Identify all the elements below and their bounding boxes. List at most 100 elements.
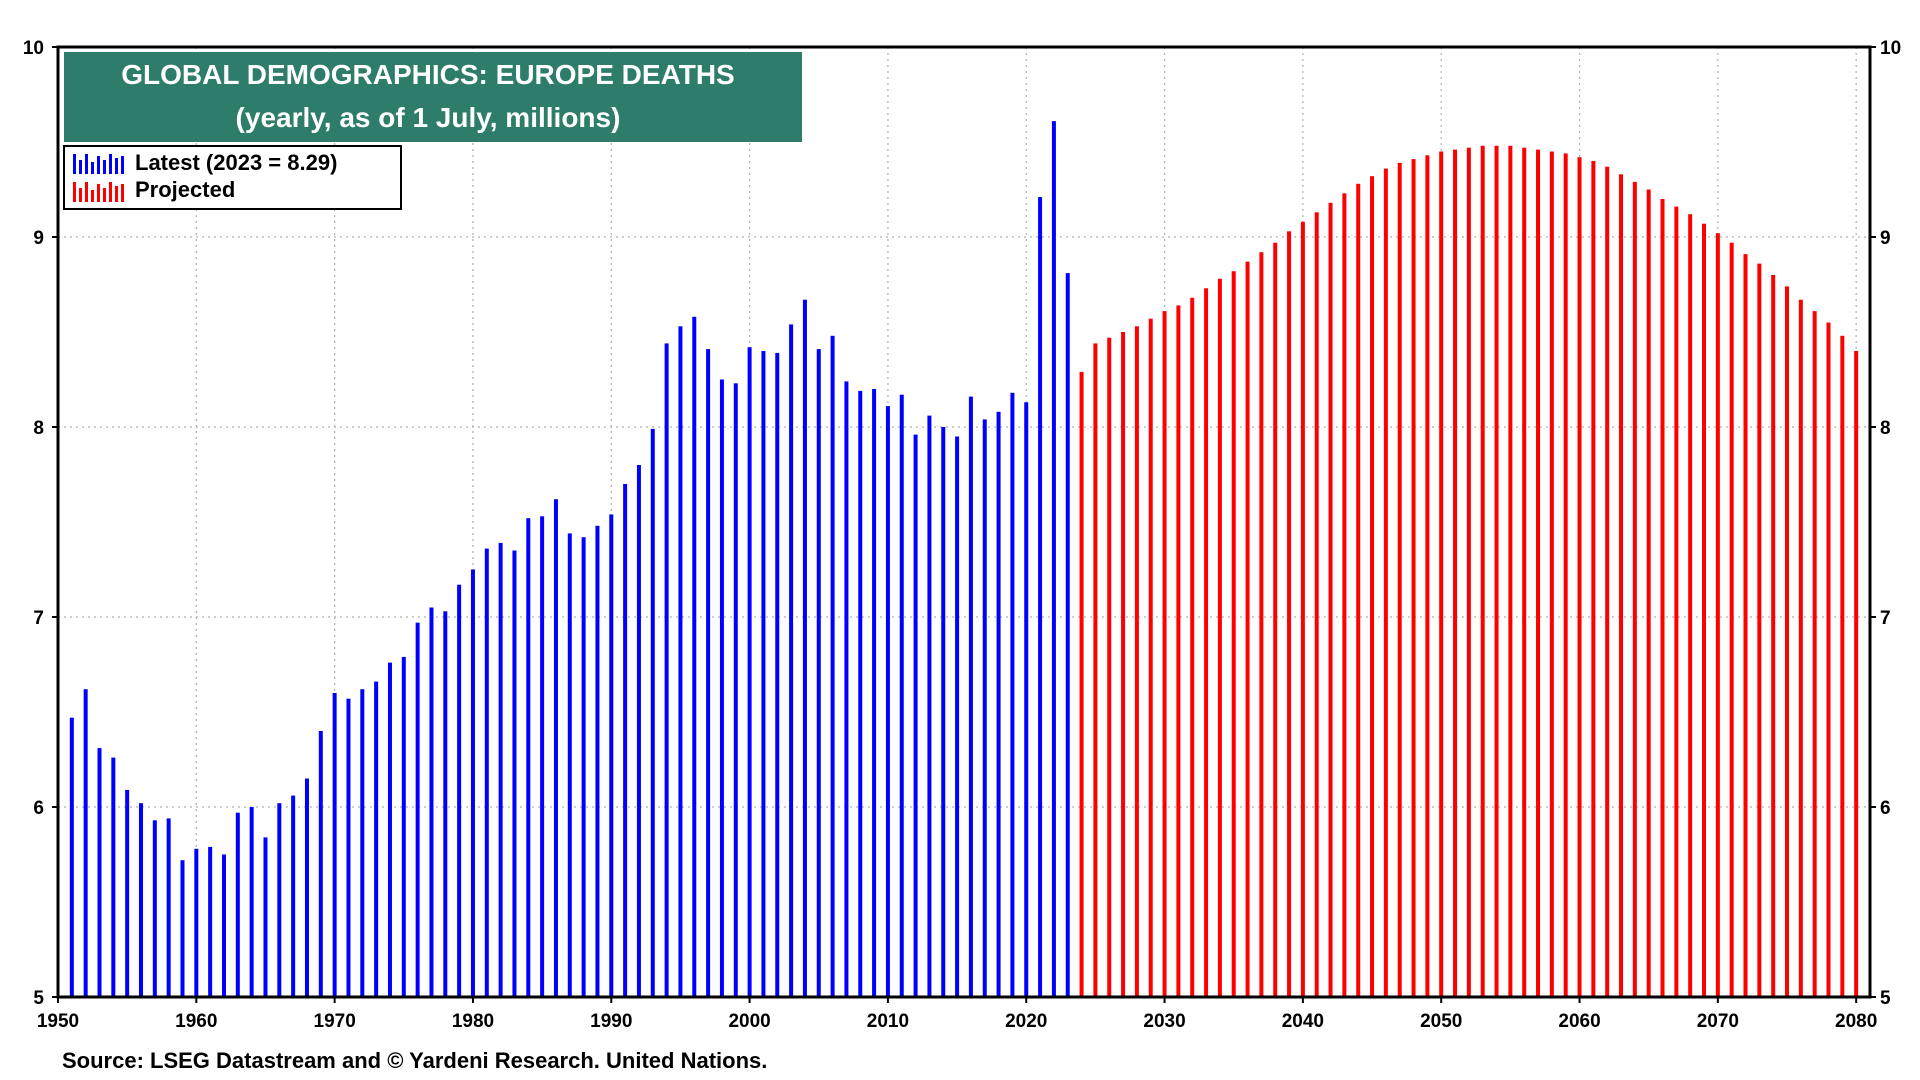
bar-projected-2071: [1729, 242, 1734, 997]
bar-latest-1952: [83, 689, 88, 997]
legend-swatch-bar: [85, 154, 88, 174]
y-tick-label-right: 6: [1880, 798, 1891, 819]
title-background: [64, 52, 802, 142]
bar-latest-1998: [719, 379, 724, 997]
bar-latest-2004: [802, 299, 807, 997]
x-tick-label: 1960: [175, 1011, 217, 1032]
bar-projected-2029: [1148, 318, 1153, 997]
legend-swatch-bar: [85, 182, 88, 202]
legend-swatch-bar: [103, 160, 106, 174]
bar-projected-2043: [1342, 193, 1347, 998]
bar-latest-1977: [429, 607, 434, 997]
bar-latest-1989: [595, 525, 600, 997]
bar-projected-2063: [1619, 174, 1624, 998]
bar-latest-1978: [443, 611, 448, 997]
bar-projected-2035: [1231, 271, 1236, 997]
bar-projected-2034: [1217, 278, 1222, 997]
bar-latest-1974: [387, 662, 392, 997]
bar-latest-1961: [208, 846, 213, 997]
bar-latest-2018: [996, 411, 1001, 997]
bar-latest-1980: [470, 569, 475, 997]
bar-latest-1955: [125, 789, 130, 997]
bar-latest-1958: [166, 818, 171, 997]
bar-latest-2021: [1038, 197, 1043, 998]
bar-projected-2028: [1134, 326, 1139, 997]
legend-swatch-projected: [73, 182, 124, 202]
bar-latest-2016: [968, 396, 973, 998]
axis-ticks: [52, 46, 1876, 1003]
bar-latest-1957: [152, 820, 157, 997]
legend-swatch-bar: [91, 190, 94, 202]
bar-latest-2006: [830, 335, 835, 997]
bar-latest-2022: [1051, 121, 1056, 998]
legend-swatch-bar: [79, 160, 82, 174]
plot-frame: [56, 45, 1872, 999]
y-tick-label-left: 6: [33, 798, 44, 819]
bar-latest-1970: [332, 693, 337, 997]
bar-projected-2066: [1660, 199, 1665, 997]
legend-swatch-bar: [79, 188, 82, 202]
bar-latest-1976: [415, 622, 420, 997]
bar-latest-1985: [540, 516, 545, 997]
bar-projected-2070: [1715, 233, 1720, 997]
bar-latest-1979: [457, 584, 462, 997]
legend-swatch-bar: [97, 156, 100, 174]
legend-swatch-bar: [121, 184, 124, 202]
bar-projected-2055: [1508, 145, 1513, 998]
bar-latest-1997: [706, 349, 711, 998]
bar-latest-1987: [567, 533, 572, 997]
bar-projected-2042: [1328, 202, 1333, 998]
bar-latest-1994: [664, 343, 669, 997]
bar-latest-1995: [678, 326, 683, 997]
x-tick-label: 2080: [1835, 1011, 1877, 1032]
x-tick-label: 2000: [728, 1011, 770, 1032]
bar-latest-2013: [927, 415, 932, 998]
bar-projected-2045: [1370, 176, 1375, 997]
bar-latest-2015: [955, 436, 960, 997]
legend: Latest (2023 = 8.29) Projected: [63, 145, 402, 210]
y-tick-label-right: 5: [1880, 988, 1891, 1009]
y-tick-label-right: 8: [1880, 418, 1891, 439]
legend-swatch-latest: [73, 154, 124, 174]
bar-latest-2023: [1065, 273, 1070, 998]
bar-latest-2008: [858, 390, 863, 997]
legend-box: [63, 145, 402, 210]
bar-latest-1953: [97, 748, 102, 997]
bar-latest-1959: [180, 860, 185, 997]
bar-projected-2033: [1204, 288, 1209, 997]
bar-projected-2053: [1480, 145, 1485, 998]
legend-swatch-bar: [73, 182, 76, 202]
bar-latest-1962: [221, 854, 226, 997]
bar-projected-2072: [1743, 254, 1748, 998]
bar-projected-2075: [1785, 286, 1790, 997]
legend-swatch-bar: [115, 158, 118, 174]
bar-latest-1984: [526, 518, 531, 997]
legend-swatch-bar: [115, 186, 118, 202]
bar-latest-1999: [733, 383, 738, 997]
bar-latest-2001: [761, 351, 766, 997]
bar-projected-2037: [1259, 252, 1264, 997]
y-tick-label-left: 10: [23, 38, 44, 59]
bar-projected-2054: [1494, 145, 1499, 998]
bar-projected-2080: [1854, 351, 1859, 997]
x-tick-label: 1950: [37, 1011, 79, 1032]
x-tick-label: 2050: [1420, 1011, 1462, 1032]
bar-latest-2003: [789, 324, 794, 997]
bar-projected-2073: [1757, 263, 1762, 998]
bars: [69, 121, 1859, 998]
bar-projected-2039: [1287, 231, 1292, 998]
x-tick-label: 2060: [1558, 1011, 1600, 1032]
bar-latest-2009: [872, 389, 877, 997]
bar-projected-2046: [1383, 168, 1388, 998]
bar-latest-1960: [194, 848, 199, 997]
bar-latest-1956: [138, 803, 143, 997]
bar-latest-2007: [844, 381, 849, 997]
bar-latest-2014: [941, 427, 946, 997]
legend-swatch-bar: [73, 154, 76, 174]
bar-latest-1971: [346, 698, 351, 997]
bar-latest-2002: [775, 352, 780, 997]
x-tick-label: 2070: [1697, 1011, 1739, 1032]
bar-projected-2065: [1646, 189, 1651, 997]
bar-latest-1986: [553, 499, 558, 997]
bar-projected-2069: [1702, 223, 1707, 997]
